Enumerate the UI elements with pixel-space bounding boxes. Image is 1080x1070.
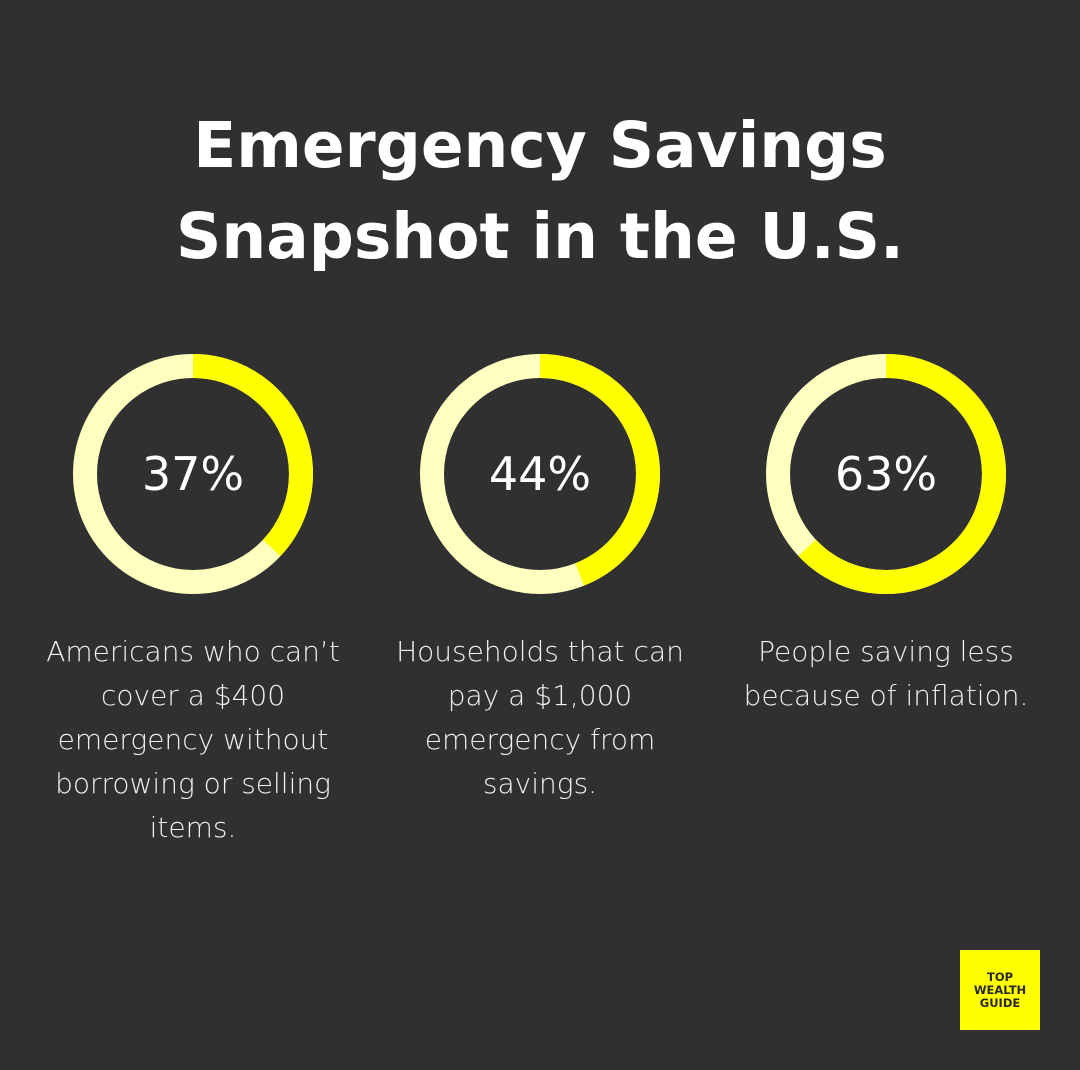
- brand-logo: TOP WEALTH GUIDE: [960, 950, 1040, 1030]
- title-line-1: Emergency Savings: [193, 109, 887, 182]
- page-title: Emergency Savings Snapshot in the U.S.: [0, 100, 1080, 282]
- logo-line-3: GUIDE: [979, 995, 1021, 1010]
- stat-value-3: 63%: [834, 447, 938, 501]
- stat-description-3: People saving less because of inflation.: [743, 635, 1029, 712]
- donut-ring-2: [420, 354, 660, 594]
- title-line-2: Snapshot in the U.S.: [176, 200, 904, 273]
- stat-description-2: Households that can pay a $1,000 emergen…: [396, 635, 684, 800]
- logo-line-1: TOP: [986, 969, 1014, 984]
- stat-value-2: 44%: [488, 447, 592, 501]
- donut-ring-3: [766, 354, 1006, 594]
- stat-value-1: 37%: [141, 447, 245, 501]
- logo-line-2: WEALTH: [973, 982, 1027, 997]
- stat-description-1: Americans who can’t cover a $400 emergen…: [46, 635, 340, 844]
- donut-ring-1: [73, 354, 313, 594]
